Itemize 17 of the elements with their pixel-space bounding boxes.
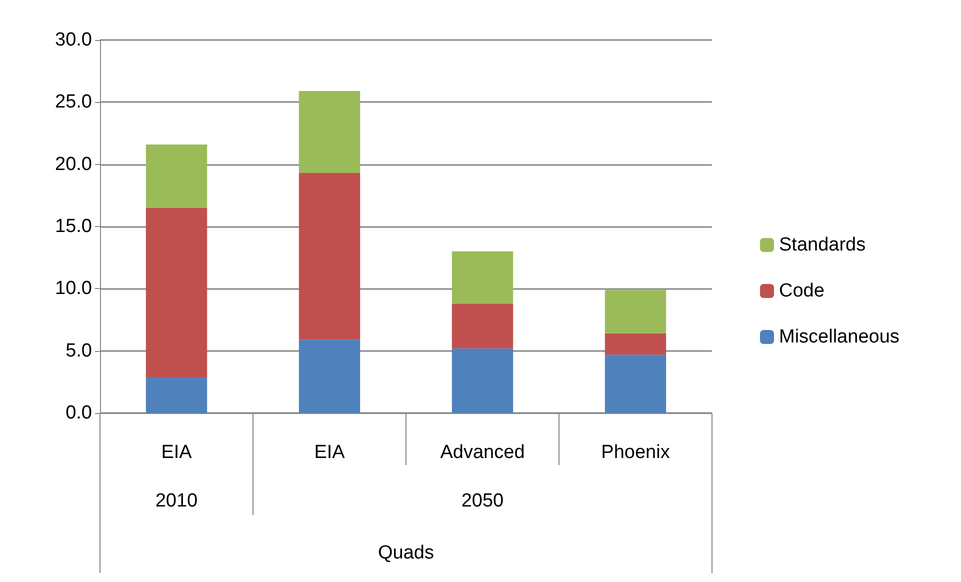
y-tick-label: 25.0	[55, 92, 92, 113]
x-tick-label: EIA	[161, 442, 192, 463]
x-tick-label: Phoenix	[601, 442, 670, 463]
x-tick-label: EIA	[314, 442, 346, 463]
y-tick-label: 20.0	[55, 154, 92, 175]
x-axis-title: Quads	[378, 542, 434, 564]
legend-label: Standards	[779, 234, 866, 256]
legend-label: Miscellaneous	[779, 326, 900, 348]
text: 2010	[155, 490, 198, 512]
text: 2050	[461, 490, 504, 512]
legend-label: Code	[779, 280, 824, 302]
x-tick-label: Advanced	[440, 442, 525, 463]
y-tick-label: 5.0	[66, 340, 92, 362]
y-tick-label: 15.0	[55, 216, 92, 237]
y-tick-label: 0.0	[66, 402, 92, 424]
y-tick-label: 10.0	[55, 278, 92, 300]
y-tick-label: 30.0	[55, 30, 92, 50]
